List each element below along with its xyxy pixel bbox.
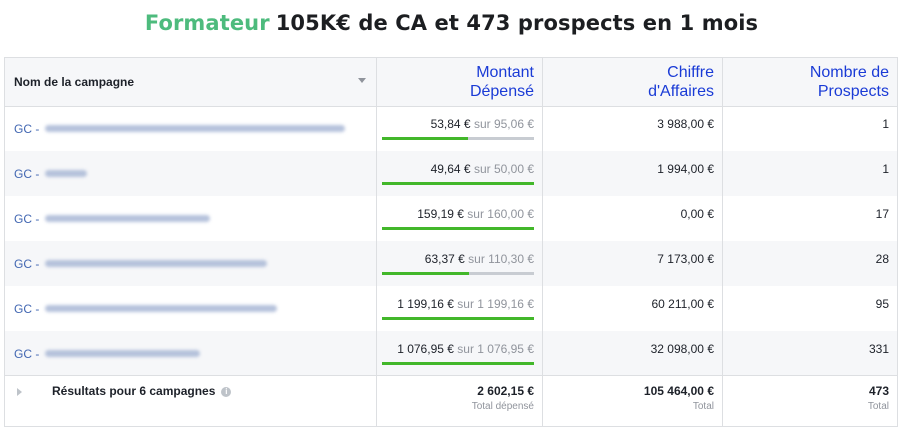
campaign-name-cell[interactable]: GC - — [5, 286, 376, 331]
headline-text: 105K€ de CA et 473 prospects en 1 mois — [275, 11, 759, 35]
spent-value: 49,64 € sur 50,00 € — [430, 162, 534, 176]
footer-spent-subtitle: Total dépensé — [471, 401, 534, 412]
campaign-name-cell[interactable]: GC - — [5, 241, 376, 286]
revenue-cell: 3 988,00 € — [542, 106, 722, 151]
table-header: Nom de la campagne Montant Dépensé Chiff… — [5, 58, 897, 107]
redacted-campaign-name — [45, 305, 278, 312]
prospects-value: 28 — [875, 252, 889, 266]
campaign-name-link[interactable]: GC - — [14, 301, 40, 316]
footer-spent-total: 2 602,15 € — [477, 384, 534, 398]
campaign-name-link[interactable]: GC - — [14, 256, 40, 271]
redacted-campaign-name — [45, 260, 268, 267]
prospects-value: 1 — [882, 117, 889, 131]
table-row[interactable]: GC - 1 199,16 € sur 1 199,16 € 60 211,00… — [5, 286, 897, 331]
campaign-name-link[interactable]: GC - — [14, 166, 40, 181]
footer-revenue-total: 105 464,00 € — [643, 384, 714, 398]
budget-progress-bar — [382, 272, 534, 275]
spent-cell: 63,37 € sur 110,30 € — [376, 241, 542, 286]
column-header-name-label: Nom de la campagne — [14, 75, 135, 89]
column-header-prospects[interactable]: Nombre de Prospects — [722, 58, 897, 106]
revenue-value: 32 098,00 € — [650, 342, 714, 356]
footer-summary-cell[interactable]: Résultats pour 6 campagnes i — [5, 376, 376, 427]
campaign-name-link[interactable]: GC - — [14, 211, 40, 226]
prospects-value: 1 — [882, 162, 889, 176]
spent-cell: 1 199,16 € sur 1 199,16 € — [376, 286, 542, 331]
spent-cell: 1 076,95 € sur 1 076,95 € — [376, 331, 542, 376]
table-row[interactable]: GC - 53,84 € sur 95,06 € 3 988,00 € 1 — [5, 106, 897, 151]
prospects-cell: 1 — [722, 106, 897, 151]
campaign-name-cell[interactable]: GC - — [5, 196, 376, 241]
prospects-value: 17 — [875, 207, 889, 221]
spent-cell: 159,19 € sur 160,00 € — [376, 196, 542, 241]
campaign-name-cell[interactable]: GC - — [5, 331, 376, 376]
column-header-prospects-line2: Prospects — [817, 83, 889, 100]
footer-summary-label: Résultats pour 6 campagnes i — [52, 384, 232, 398]
campaign-name-cell[interactable]: GC - — [5, 151, 376, 196]
redacted-campaign-name — [45, 350, 201, 357]
revenue-value: 1 994,00 € — [657, 162, 714, 176]
revenue-cell: 0,00 € — [542, 196, 722, 241]
table-row[interactable]: GC - 159,19 € sur 160,00 € 0,00 € 17 — [5, 196, 897, 241]
page-headline: Formateur 105K€ de CA et 473 prospects e… — [0, 0, 903, 46]
budget-progress-bar — [382, 137, 534, 140]
budget-progress-bar — [382, 362, 534, 365]
redacted-campaign-name — [45, 125, 346, 132]
budget-progress-bar — [382, 182, 534, 185]
redacted-campaign-name — [45, 170, 88, 177]
info-icon[interactable]: i — [221, 387, 232, 397]
redacted-campaign-name — [45, 215, 211, 222]
prospects-value: 331 — [868, 342, 889, 356]
budget-progress-bar — [382, 227, 534, 230]
column-header-spent-line1: Montant — [476, 64, 534, 81]
revenue-cell: 1 994,00 € — [542, 151, 722, 196]
prospects-cell: 17 — [722, 196, 897, 241]
budget-progress-bar — [382, 317, 534, 320]
spent-value: 1 199,16 € sur 1 199,16 € — [397, 297, 534, 311]
column-header-revenue-line1: Chiffre — [667, 64, 714, 81]
footer-revenue-subtitle: Total — [692, 401, 714, 412]
prospects-cell: 1 — [722, 151, 897, 196]
spent-value: 53,84 € sur 95,06 € — [430, 117, 534, 131]
prospects-cell: 28 — [722, 241, 897, 286]
column-header-name[interactable]: Nom de la campagne — [5, 58, 376, 106]
revenue-cell: 60 211,00 € — [542, 286, 722, 331]
expand-caret-icon[interactable] — [17, 388, 22, 396]
spent-cell: 53,84 € sur 95,06 € — [376, 106, 542, 151]
campaign-name-link[interactable]: GC - — [14, 121, 40, 136]
revenue-cell: 32 098,00 € — [542, 331, 722, 376]
footer-revenue-cell: 105 464,00 € Total — [542, 376, 722, 427]
prospects-cell: 331 — [722, 331, 897, 376]
column-header-revenue[interactable]: Chiffre d'Affaires — [542, 58, 722, 106]
table-row[interactable]: GC - 1 076,95 € sur 1 076,95 € 32 098,00… — [5, 331, 897, 376]
sort-chevron-down-icon[interactable] — [358, 78, 366, 83]
campaign-name-link[interactable]: GC - — [14, 346, 40, 361]
column-header-spent-line2: Dépensé — [469, 83, 534, 100]
spent-value: 63,37 € sur 110,30 € — [424, 252, 534, 266]
revenue-value: 0,00 € — [680, 207, 714, 221]
column-header-spent[interactable]: Montant Dépensé — [376, 58, 542, 106]
revenue-cell: 7 173,00 € — [542, 241, 722, 286]
spent-cell: 49,64 € sur 50,00 € — [376, 151, 542, 196]
revenue-value: 60 211,00 € — [651, 297, 714, 311]
prospects-value: 95 — [875, 297, 889, 311]
spent-value: 159,19 € sur 160,00 € — [417, 207, 534, 221]
column-header-prospects-line1: Nombre de — [809, 64, 889, 81]
revenue-value: 7 173,00 € — [657, 252, 714, 266]
campaign-name-cell[interactable]: GC - — [5, 106, 376, 151]
campaign-table: Nom de la campagne Montant Dépensé Chiff… — [4, 57, 898, 427]
footer-prospects-cell: 473 Total — [722, 376, 897, 427]
prospects-cell: 95 — [722, 286, 897, 331]
spent-value: 1 076,95 € sur 1 076,95 € — [397, 342, 534, 356]
footer-prospects-subtitle: Total — [867, 401, 889, 412]
table-footer: Résultats pour 6 campagnes i 2 602,15 € T… — [5, 375, 897, 427]
table-row[interactable]: GC - 49,64 € sur 50,00 € 1 994,00 € 1 — [5, 151, 897, 196]
headline-accent: Formateur — [144, 11, 270, 35]
footer-prospects-total: 473 — [868, 384, 889, 398]
column-header-revenue-line2: d'Affaires — [648, 83, 714, 100]
table-row[interactable]: GC - 63,37 € sur 110,30 € 7 173,00 € 28 — [5, 241, 897, 286]
revenue-value: 3 988,00 € — [657, 117, 714, 131]
footer-spent-cell: 2 602,15 € Total dépensé — [376, 376, 542, 427]
